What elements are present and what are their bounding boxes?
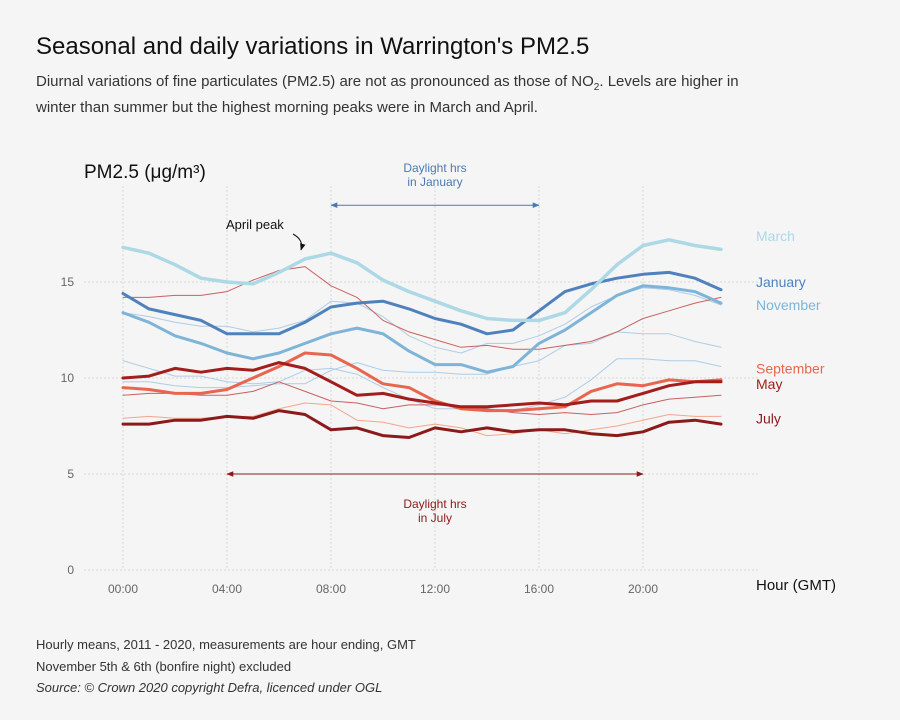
y-tick-label: 15 [61, 275, 75, 289]
legend-september: September [756, 360, 825, 376]
subtitle-subscript: 2 [593, 82, 600, 93]
legend-january: January [756, 274, 806, 290]
x-tick-label: 16:00 [524, 582, 554, 596]
x-tick-label: 00:00 [108, 582, 138, 596]
legend-november: November [756, 297, 821, 313]
april-peak-label: April peak [226, 217, 284, 232]
daylight-july-label-1: Daylight hrs [403, 497, 466, 511]
background-series-line [122, 331, 722, 389]
background-series-line [122, 358, 722, 412]
september-series-line [121, 351, 723, 413]
chart-subtitle: Diurnal variations of fine particulates … [36, 72, 756, 118]
daylight-january-label-2: in January [407, 175, 462, 189]
footer-note-2: November 5th & 6th (bonfire night) exclu… [36, 659, 292, 674]
daylight-july-label-2: in July [418, 511, 452, 525]
subtitle-part2: . Levels are higher in winter than summe… [36, 73, 739, 116]
chart-title: Seasonal and daily variations in Warring… [36, 33, 590, 60]
x-tick-label: 20:00 [628, 582, 658, 596]
legend-march: March [756, 228, 795, 244]
legend-may: May [756, 376, 782, 392]
july-series-line [121, 409, 723, 439]
subtitle-part1: Diurnal variations of fine particulates … [36, 73, 594, 90]
x-tick-label: 08:00 [316, 582, 346, 596]
footer-source: Source: © Crown 2020 copyright Defra, li… [36, 680, 383, 695]
x-axis-label: Hour (GMT) [756, 577, 836, 594]
april-peak-arrow [292, 233, 306, 251]
x-tick-label: 12:00 [420, 582, 450, 596]
y-tick-label: 0 [67, 563, 74, 577]
january-series-line [121, 270, 723, 336]
y-axis-label: PM2.5 (μg/m³) [84, 162, 206, 183]
daylight-january-label-1: Daylight hrs [403, 161, 466, 175]
may-series-line [121, 361, 723, 409]
x-tick-label: 04:00 [212, 582, 242, 596]
y-tick-label: 10 [61, 371, 75, 385]
background-series-line [122, 381, 722, 415]
y-tick-label: 5 [67, 467, 74, 481]
background-series-line [122, 266, 722, 350]
footer-note-1: Hourly means, 2011 - 2020, measurements … [36, 637, 416, 652]
march-series-line [121, 238, 723, 323]
november-series-line [121, 284, 723, 374]
legend-july: July [756, 410, 781, 426]
